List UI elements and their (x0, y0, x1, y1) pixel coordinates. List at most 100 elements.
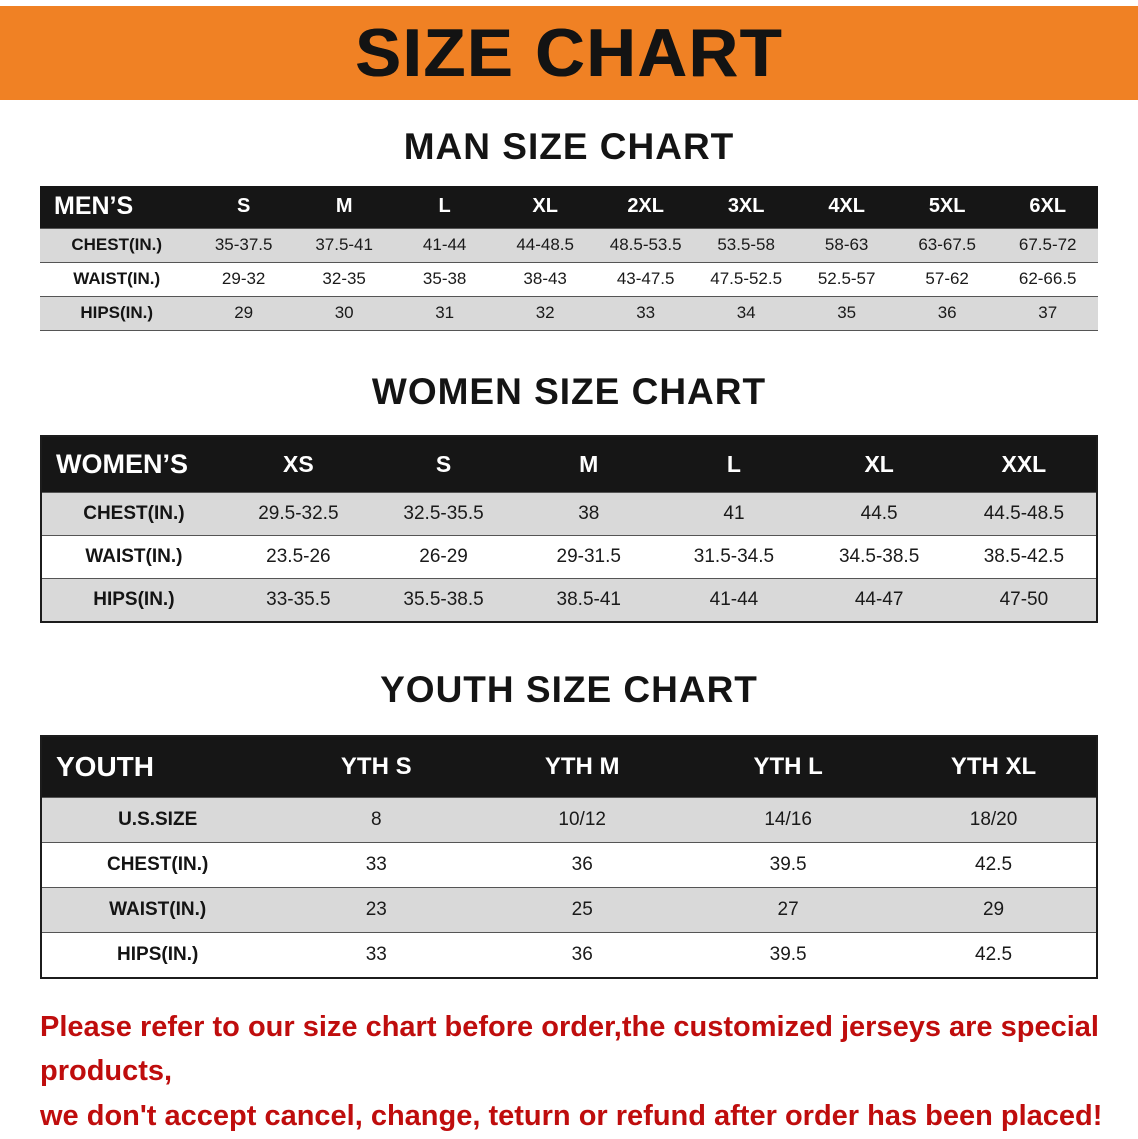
cell-value: 38 (516, 493, 661, 536)
cell-value: 44.5-48.5 (952, 493, 1097, 536)
row-label: HIPS(IN.) (41, 933, 273, 978)
size-column-header: YTH XL (891, 736, 1097, 798)
cell-value: 23.5-26 (226, 536, 371, 579)
youth-section-heading: YOUTH SIZE CHART (0, 669, 1138, 711)
row-label: WAIST(IN.) (41, 888, 273, 933)
cell-value: 26-29 (371, 536, 516, 579)
row-label: HIPS(IN.) (41, 579, 226, 622)
cell-value: 47-50 (952, 579, 1097, 622)
size-column-header: 4XL (796, 186, 897, 228)
cell-value: 52.5-57 (796, 262, 897, 296)
footer-notice-line2: we don't accept cancel, change, teturn o… (40, 1100, 1102, 1132)
cell-value: 33-35.5 (226, 579, 371, 622)
cell-value: 41-44 (661, 579, 806, 622)
cell-value: 62-66.5 (997, 262, 1098, 296)
cell-value: 30 (294, 296, 395, 330)
size-column-header: S (193, 186, 294, 228)
size-column-header: L (661, 436, 806, 493)
cell-value: 23 (273, 888, 479, 933)
cell-value: 36 (479, 843, 685, 888)
cell-value: 36 (897, 296, 998, 330)
cell-value: 39.5 (685, 843, 891, 888)
size-column-header: XL (807, 436, 952, 493)
cell-value: 27 (685, 888, 891, 933)
table-corner-label: MEN’S (40, 186, 193, 228)
cell-value: 32.5-35.5 (371, 493, 516, 536)
size-column-header: M (516, 436, 661, 493)
cell-value: 38-43 (495, 262, 596, 296)
cell-value: 38.5-42.5 (952, 536, 1097, 579)
page-title: SIZE CHART (355, 14, 783, 92)
cell-value: 29 (193, 296, 294, 330)
cell-value: 35-38 (394, 262, 495, 296)
cell-value: 58-63 (796, 228, 897, 262)
cell-value: 43-47.5 (595, 262, 696, 296)
cell-value: 44-48.5 (495, 228, 596, 262)
footer-notice-line1: Please refer to our size chart before or… (40, 1011, 1099, 1088)
cell-value: 44.5 (807, 493, 952, 536)
cell-value: 38.5-41 (516, 579, 661, 622)
cell-value: 18/20 (891, 798, 1097, 843)
cell-value: 34 (696, 296, 797, 330)
cell-value: 33 (595, 296, 696, 330)
table-corner-label: YOUTH (41, 736, 273, 798)
size-column-header: 2XL (595, 186, 696, 228)
cell-value: 35-37.5 (193, 228, 294, 262)
cell-value: 35.5-38.5 (371, 579, 516, 622)
cell-value: 63-67.5 (897, 228, 998, 262)
cell-value: 57-62 (897, 262, 998, 296)
cell-value: 32 (495, 296, 596, 330)
cell-value: 67.5-72 (997, 228, 1098, 262)
row-label: CHEST(IN.) (40, 228, 193, 262)
size-column-header: M (294, 186, 395, 228)
cell-value: 41-44 (394, 228, 495, 262)
banner: SIZE CHART (0, 6, 1138, 100)
size-column-header: L (394, 186, 495, 228)
size-column-header: YTH S (273, 736, 479, 798)
cell-value: 33 (273, 933, 479, 978)
row-label: WAIST(IN.) (41, 536, 226, 579)
size-column-header: YTH L (685, 736, 891, 798)
row-label: WAIST(IN.) (40, 262, 193, 296)
size-column-header: 6XL (997, 186, 1098, 228)
cell-value: 10/12 (479, 798, 685, 843)
footer-notice: Please refer to our size chart before or… (40, 1005, 1120, 1139)
cell-value: 35 (796, 296, 897, 330)
size-column-header: 3XL (696, 186, 797, 228)
cell-value: 31.5-34.5 (661, 536, 806, 579)
row-label: CHEST(IN.) (41, 493, 226, 536)
size-column-header: XS (226, 436, 371, 493)
cell-value: 36 (479, 933, 685, 978)
cell-value: 42.5 (891, 933, 1097, 978)
cell-value: 53.5-58 (696, 228, 797, 262)
cell-value: 32-35 (294, 262, 395, 296)
cell-value: 37 (997, 296, 1098, 330)
cell-value: 14/16 (685, 798, 891, 843)
cell-value: 29 (891, 888, 1097, 933)
cell-value: 44-47 (807, 579, 952, 622)
size-column-header: YTH M (479, 736, 685, 798)
cell-value: 47.5-52.5 (696, 262, 797, 296)
table-corner-label: WOMEN’S (41, 436, 226, 493)
cell-value: 41 (661, 493, 806, 536)
row-label: HIPS(IN.) (40, 296, 193, 330)
cell-value: 34.5-38.5 (807, 536, 952, 579)
